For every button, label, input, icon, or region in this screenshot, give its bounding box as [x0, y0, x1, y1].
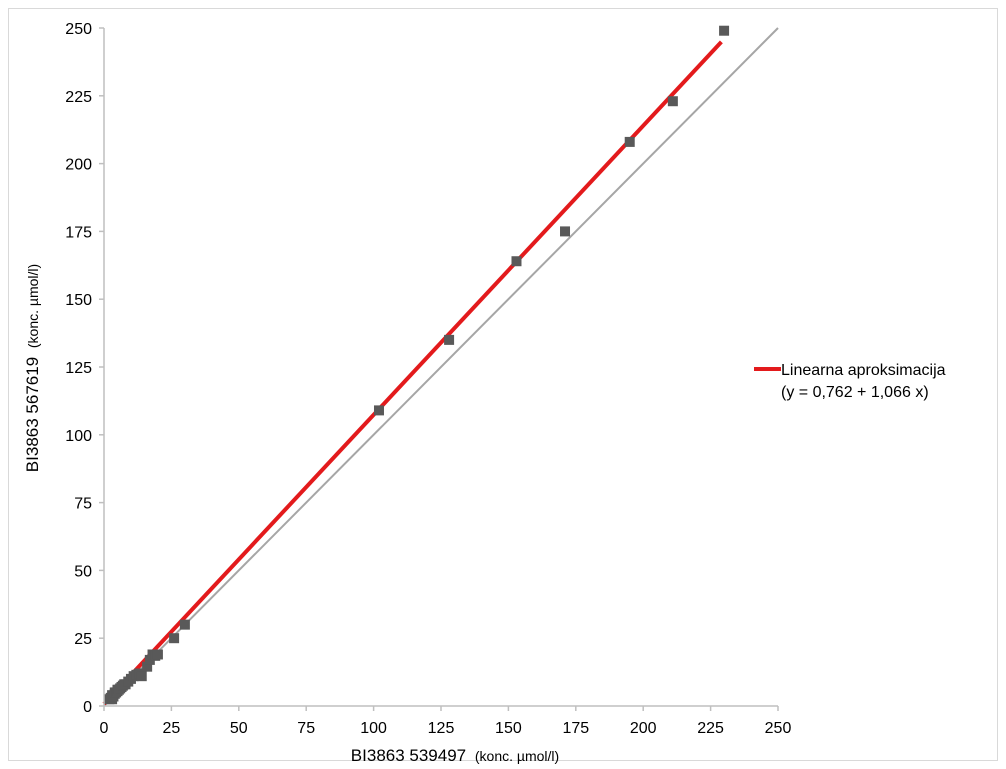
data-point — [667, 96, 678, 107]
x-tick-label: 100 — [360, 720, 387, 737]
y-tick-label: 50 — [74, 563, 92, 580]
data-point — [169, 633, 180, 644]
data-point — [624, 136, 635, 147]
y-axis-title-main: BI3863 567619 — [23, 357, 42, 472]
x-tick-label: 25 — [163, 720, 181, 737]
x-tick-label: 0 — [100, 720, 109, 737]
y-tick-label: 200 — [65, 157, 92, 174]
x-tick-label: 175 — [562, 720, 589, 737]
data-point — [179, 619, 190, 630]
y-tick-label: 75 — [74, 496, 92, 513]
data-point — [511, 256, 522, 267]
y-tick-label: 175 — [65, 224, 92, 241]
y-axis-title: BI3863 567619 (konc. µmol/l) — [23, 264, 42, 472]
chart-frame — [8, 8, 998, 761]
y-axis-title-unit: (konc. µmol/l) — [25, 264, 41, 348]
legend: Linearna aproksimacija (y = 0,762 + 1,06… — [754, 362, 946, 401]
data-point — [560, 226, 571, 237]
y-tick-label: 250 — [65, 21, 92, 38]
identity-line — [103, 27, 779, 707]
x-tick-label: 75 — [297, 720, 315, 737]
data-point — [444, 334, 455, 345]
data-point — [144, 654, 155, 665]
data-point — [152, 649, 163, 660]
data-point — [136, 671, 147, 682]
x-tick-label: 50 — [230, 720, 248, 737]
x-axis-title-main: BI3863 539497 — [351, 746, 466, 765]
x-axis-title: BI3863 539497 (konc. µmol/l) — [351, 746, 559, 765]
fit-line — [102, 40, 723, 706]
y-tick-label: 125 — [65, 360, 92, 377]
y-tick-label: 225 — [65, 89, 92, 106]
x-tick-label: 225 — [697, 720, 724, 737]
y-tick-label: 25 — [74, 631, 92, 648]
data-point — [373, 405, 384, 416]
x-tick-label: 150 — [495, 720, 522, 737]
data-point — [142, 661, 153, 672]
y-tick-label: 150 — [65, 292, 92, 309]
x-tick-label: 250 — [765, 720, 792, 737]
x-tick-label: 125 — [428, 720, 455, 737]
x-axis-title-unit: (konc. µmol/l) — [475, 748, 559, 764]
legend-fit-line-label: Linearna aproksimacija — [781, 362, 946, 379]
legend-fit-equation: (y = 0,762 + 1,066 x) — [781, 384, 929, 401]
y-tick-label: 100 — [65, 428, 92, 445]
data-point — [719, 25, 730, 36]
y-tick-label: 0 — [83, 699, 92, 716]
x-tick-label: 200 — [630, 720, 657, 737]
